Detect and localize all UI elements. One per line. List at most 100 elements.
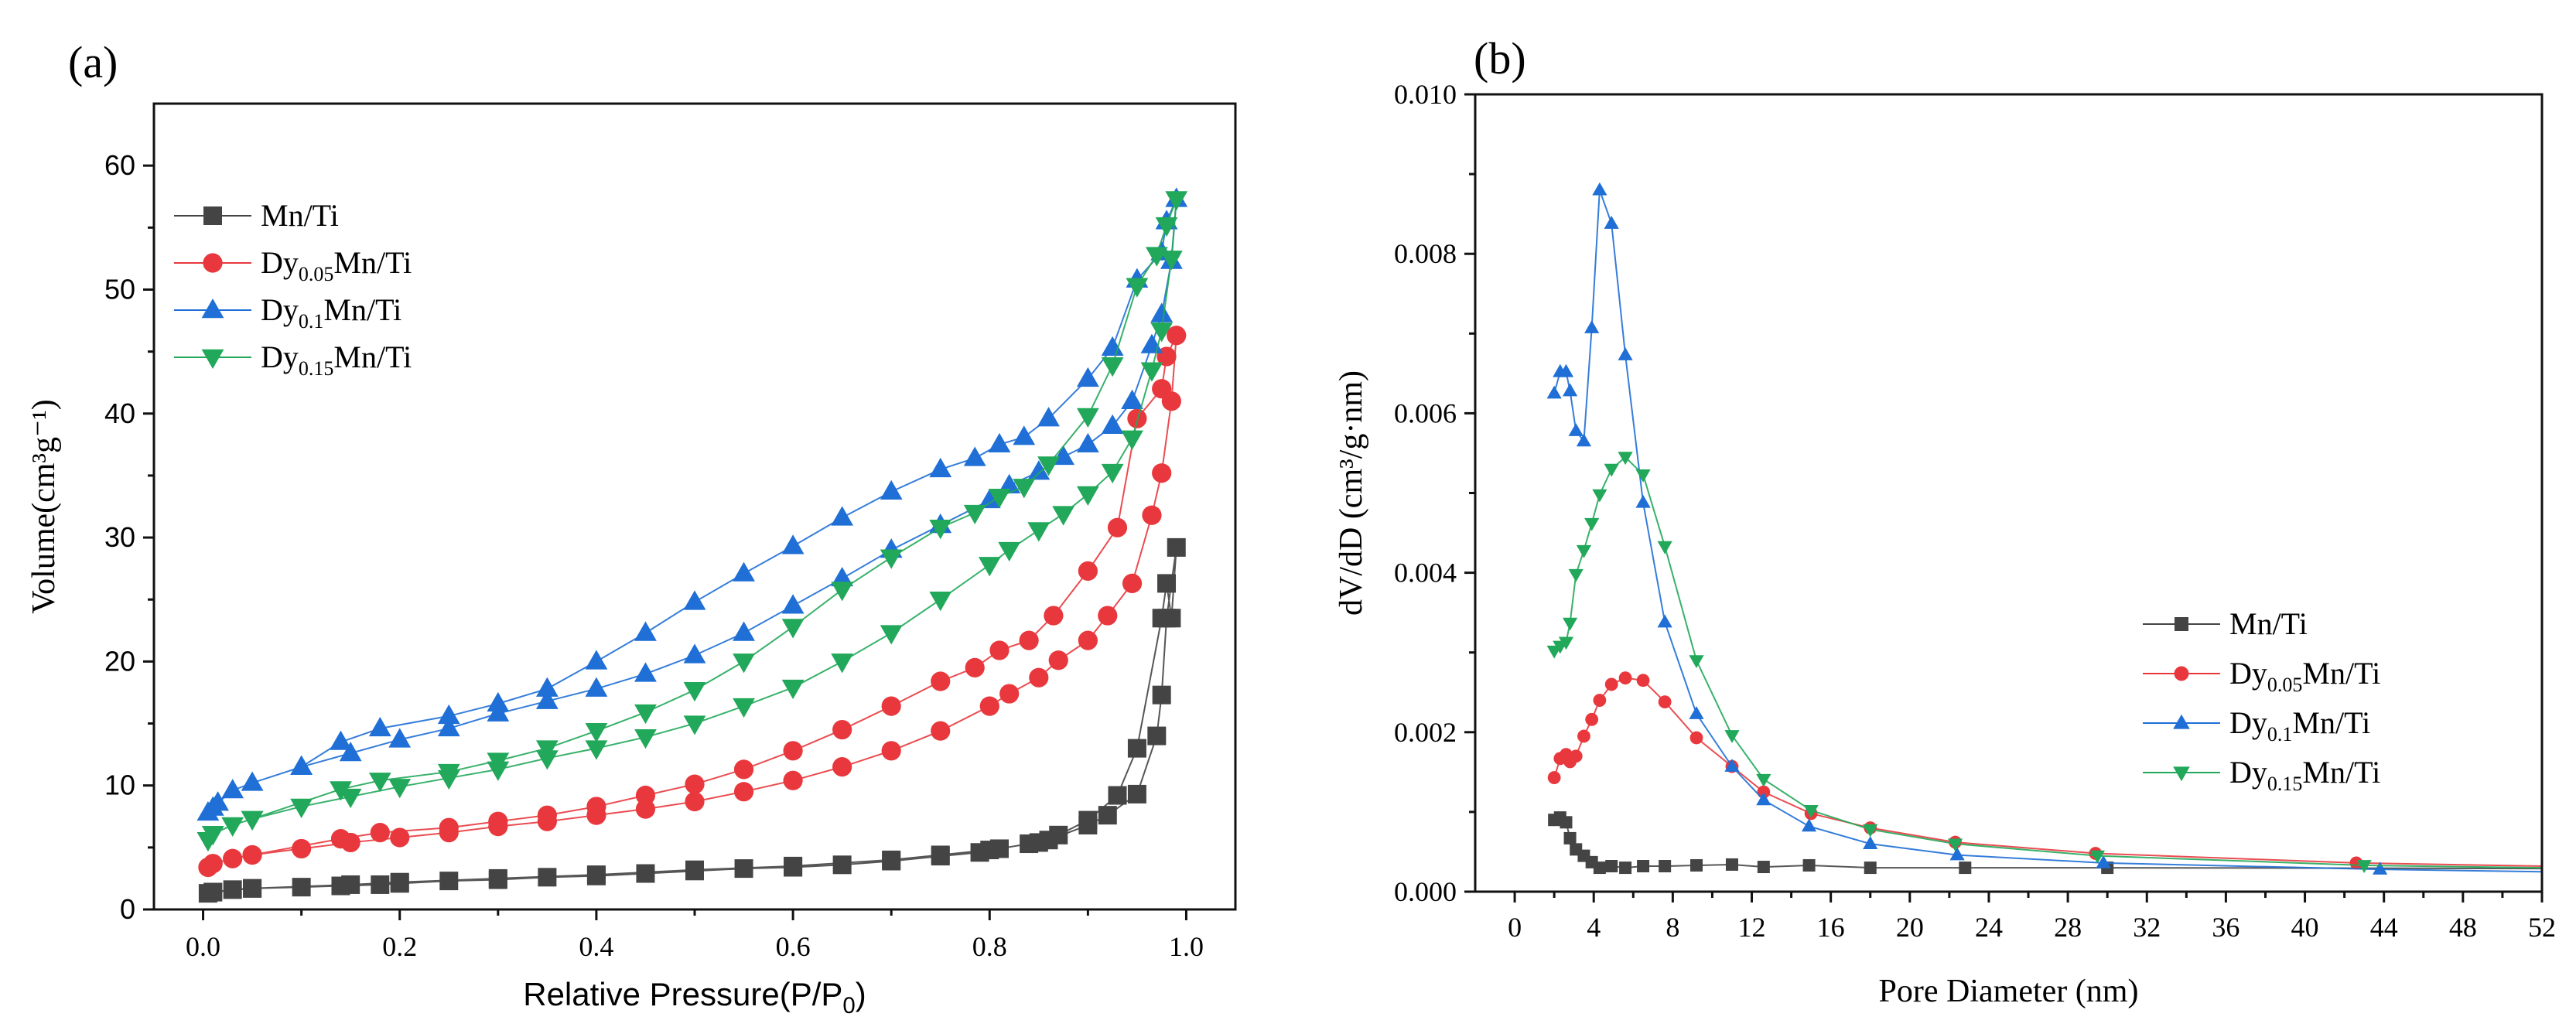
- x-axis-label-text: Relative Pressure(P/P: [523, 976, 842, 1012]
- data-point: [929, 592, 952, 612]
- panel-b: (b)0 4 8 12 16 20 24 28 32 36 40 44 48 520.0000.0020.…: [1334, 33, 2556, 1009]
- data-point: [1724, 759, 1740, 772]
- data-point: [537, 805, 557, 825]
- data-point: [1155, 217, 1178, 237]
- x-tick-label: 0: [1508, 912, 1522, 943]
- data-point: [1157, 574, 1177, 593]
- x-axis-label-sub: 0: [842, 993, 855, 1018]
- data-point: [488, 868, 507, 888]
- legend-label-rest: Mn/Ti: [2292, 705, 2370, 740]
- legend-marker: [2174, 666, 2189, 681]
- legend-label-sub: 0.15: [2267, 773, 2303, 795]
- legend-label: Dy0.1Mn/Ti: [2229, 705, 2370, 746]
- data-point: [989, 640, 1010, 660]
- series-Dy0.1Mn/Ti: [1546, 182, 2543, 875]
- data-point: [781, 619, 805, 639]
- x-tick-label: 4: [1587, 912, 1601, 943]
- legend-label-base: Mn/Ti: [261, 198, 339, 233]
- x-tick-label: 0.0: [186, 931, 220, 962]
- data-point: [2349, 856, 2363, 870]
- data-point: [1756, 773, 1771, 787]
- data-point: [1078, 810, 1098, 830]
- data-point: [241, 771, 264, 791]
- data-point: [1122, 573, 1143, 593]
- y-axis-label: Volume(cm³g⁻¹): [26, 399, 62, 614]
- x-tick-label: 0.6: [776, 931, 811, 962]
- legend-marker: [2175, 617, 2188, 631]
- data-point: [368, 716, 391, 737]
- data-point: [1618, 347, 1633, 360]
- data-point: [1052, 445, 1074, 466]
- data-point: [1689, 731, 1703, 745]
- data-point: [1140, 362, 1163, 382]
- data-point: [1756, 792, 1771, 806]
- data-point: [733, 759, 754, 780]
- data-point: [980, 841, 999, 860]
- data-point: [1044, 606, 1064, 626]
- data-point: [1027, 522, 1051, 542]
- data-point: [370, 823, 390, 843]
- x-tick-label: 8: [1666, 912, 1679, 943]
- x-tick-label: 12: [1738, 912, 1766, 943]
- data-point: [1167, 326, 1187, 346]
- legend-item: Dy0.05Mn/Ti: [174, 245, 412, 285]
- data-point: [1076, 367, 1099, 387]
- data-point: [880, 625, 903, 645]
- legend-label-base: Dy: [261, 339, 299, 374]
- data-point: [487, 752, 510, 773]
- data-point: [1618, 671, 1632, 685]
- x-tick-label: 16: [1817, 912, 1845, 943]
- data-point: [437, 763, 460, 784]
- data-point: [988, 432, 1011, 453]
- data-point: [390, 827, 410, 848]
- data-point: [685, 791, 705, 812]
- data-point: [368, 773, 391, 793]
- data-point: [371, 875, 390, 894]
- data-point: [999, 684, 1020, 704]
- data-point: [683, 643, 706, 664]
- data-point: [1947, 838, 1963, 852]
- y-tick-label: 60: [104, 149, 135, 181]
- data-point: [1076, 408, 1099, 428]
- data-point: [1637, 860, 1650, 873]
- data-point: [880, 479, 903, 500]
- series-Dy0.05Mn/Ti: [198, 326, 1187, 878]
- data-point: [634, 662, 657, 682]
- data-point: [538, 868, 557, 887]
- data-point: [882, 850, 901, 869]
- data-point: [2372, 862, 2388, 875]
- data-point: [1098, 806, 1117, 825]
- y-tick-label: 0.006: [1394, 397, 1457, 428]
- legend-label-rest: Mn/Ti: [333, 245, 412, 280]
- legend-item: Mn/Ti: [174, 198, 339, 233]
- data-point: [341, 875, 360, 894]
- data-point: [1618, 452, 1633, 466]
- data-point: [831, 506, 854, 526]
- data-point: [634, 728, 657, 749]
- data-point: [965, 657, 985, 678]
- data-point: [931, 671, 951, 691]
- data-point: [1150, 322, 1174, 343]
- data-point: [831, 653, 854, 674]
- data-point: [2096, 855, 2111, 868]
- data-point: [1949, 847, 1965, 861]
- data-point: [1657, 614, 1672, 628]
- legend-label: Dy0.05Mn/Ti: [2229, 656, 2380, 696]
- data-point: [1724, 730, 1740, 743]
- y-tick-label: 10: [104, 769, 135, 801]
- data-point: [881, 696, 901, 716]
- legend-label-base: Dy: [2229, 755, 2267, 790]
- data-point: [683, 682, 706, 702]
- data-point: [292, 838, 312, 859]
- data-point: [1108, 786, 1127, 805]
- data-point: [535, 689, 559, 709]
- data-point: [1078, 630, 1098, 650]
- data-point: [1757, 785, 1771, 799]
- data-point: [1562, 617, 1578, 631]
- data-point: [1569, 749, 1583, 763]
- data-point: [339, 742, 362, 762]
- data-point: [1547, 771, 1561, 784]
- data-point: [1593, 694, 1607, 707]
- y-tick-label: 0: [120, 893, 135, 925]
